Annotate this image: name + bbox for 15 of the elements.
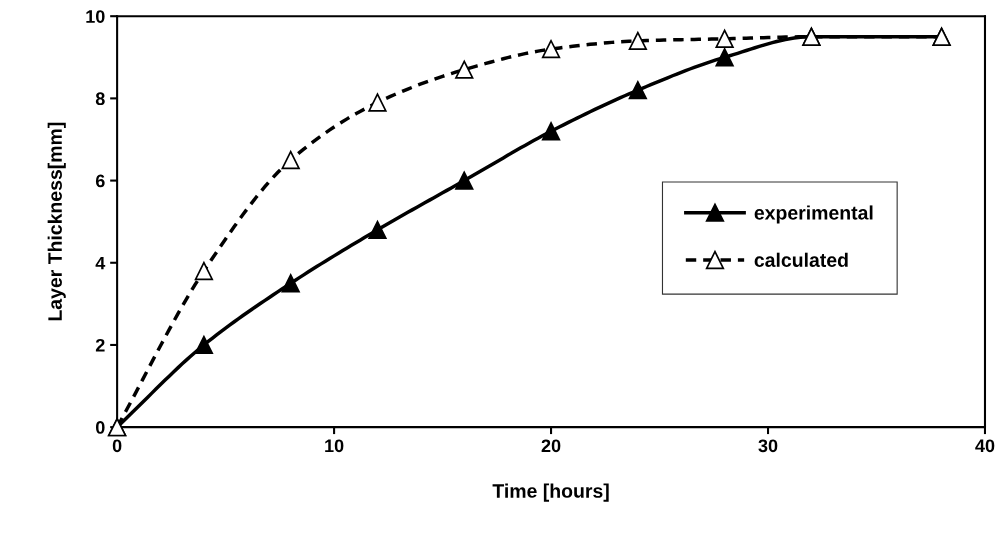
x-axis-title: Time [hours] bbox=[492, 483, 609, 502]
y-tick-label: 6 bbox=[95, 174, 105, 188]
x-tick-label: 40 bbox=[975, 439, 995, 453]
y-tick-label: 2 bbox=[95, 338, 105, 352]
legend-label: calculated bbox=[754, 252, 848, 267]
y-tick-label: 10 bbox=[86, 10, 105, 23]
y-tick-label: 0 bbox=[95, 421, 105, 434]
y-tick-label: 4 bbox=[95, 256, 106, 270]
x-tick-label: 10 bbox=[325, 439, 344, 453]
x-tick-label: 0 bbox=[112, 439, 122, 453]
x-tick-label: 20 bbox=[541, 439, 561, 453]
y-axis-title: Layer Thickness[mm] bbox=[47, 122, 66, 321]
legend-label: experimental bbox=[754, 205, 873, 224]
y-tick-label: 8 bbox=[95, 92, 105, 106]
x-tick-label: 30 bbox=[758, 439, 778, 453]
